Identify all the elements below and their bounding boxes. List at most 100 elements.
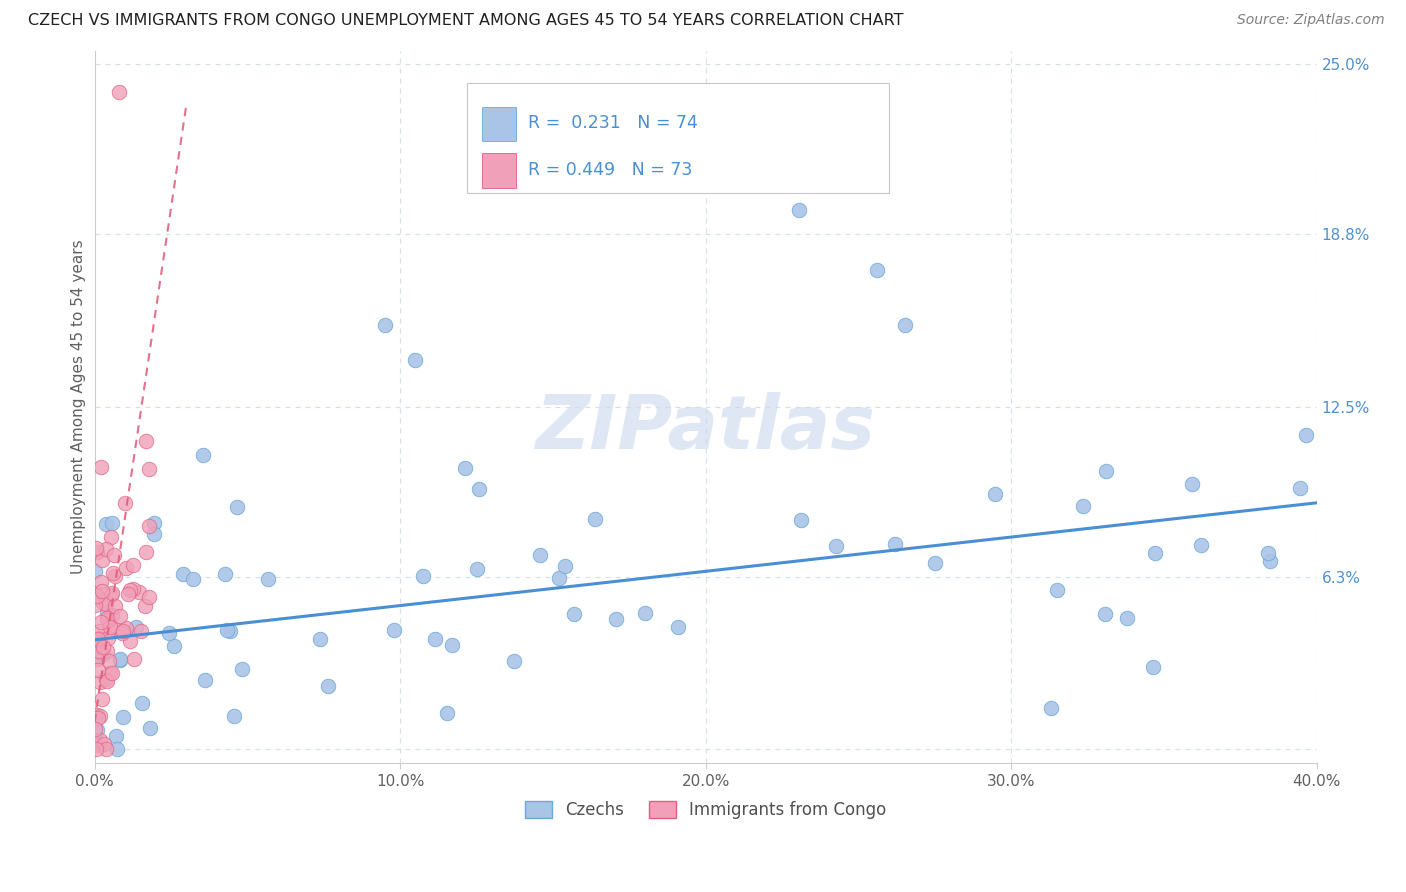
Point: [790, 513, 813, 527]
Point: [374, 318, 396, 332]
Point: [318, 679, 340, 693]
Text: R =  0.231   N = 74: R = 0.231 N = 74: [529, 114, 699, 132]
Point: [97, 613, 120, 627]
Point: [96, 674, 118, 689]
Point: [110, 609, 132, 624]
Point: [1181, 477, 1204, 491]
Point: [94, 541, 117, 556]
Point: [87, 644, 110, 658]
Point: [257, 572, 280, 586]
Point: [89, 631, 111, 645]
Point: [789, 202, 811, 217]
Point: [224, 709, 246, 723]
Point: [143, 516, 166, 530]
Point: [129, 624, 152, 638]
Point: [91, 596, 114, 610]
Point: [135, 545, 157, 559]
Point: [94, 742, 117, 756]
Point: [101, 586, 124, 600]
Point: [103, 548, 125, 562]
Point: [125, 620, 148, 634]
Point: [825, 539, 848, 553]
Point: [121, 582, 143, 597]
Point: [193, 448, 215, 462]
Point: [117, 587, 139, 601]
Text: CZECH VS IMMIGRANTS FROM CONGO UNEMPLOYMENT AMONG AGES 45 TO 54 YEARS CORRELATIO: CZECH VS IMMIGRANTS FROM CONGO UNEMPLOYM…: [28, 13, 904, 29]
Point: [924, 556, 946, 570]
Point: [1094, 607, 1116, 621]
Point: [883, 536, 905, 550]
Point: [91, 584, 114, 599]
Point: [100, 530, 122, 544]
Point: [86, 648, 108, 663]
Point: [90, 460, 112, 475]
Point: [172, 566, 194, 581]
Point: [94, 672, 117, 686]
Point: [1040, 701, 1063, 715]
Text: Source: ZipAtlas.com: Source: ZipAtlas.com: [1237, 13, 1385, 28]
Point: [547, 571, 569, 585]
Point: [226, 500, 249, 515]
Point: [87, 632, 110, 647]
Point: [866, 263, 889, 277]
Point: [97, 631, 120, 645]
Legend: Czechs, Immigrants from Congo: Czechs, Immigrants from Congo: [519, 795, 893, 826]
Point: [111, 624, 134, 639]
Point: [84, 742, 107, 756]
Point: [89, 709, 111, 723]
Point: [86, 737, 108, 751]
Point: [554, 559, 576, 574]
Point: [1189, 538, 1212, 552]
Point: [529, 548, 551, 562]
Point: [101, 665, 124, 680]
Point: [1142, 659, 1164, 673]
Point: [893, 318, 915, 332]
Point: [108, 653, 131, 667]
Point: [135, 434, 157, 449]
Point: [90, 575, 112, 590]
Point: [101, 516, 124, 530]
Point: [84, 598, 107, 612]
Point: [163, 640, 186, 654]
Point: [1257, 546, 1279, 560]
Point: [138, 462, 160, 476]
Point: [87, 663, 110, 677]
Point: [436, 706, 458, 720]
Point: [1260, 553, 1282, 567]
Point: [96, 643, 118, 657]
Point: [86, 545, 108, 559]
Point: [96, 606, 118, 620]
Point: [308, 632, 330, 646]
Text: R = 0.449   N = 73: R = 0.449 N = 73: [529, 161, 693, 178]
Point: [84, 564, 107, 578]
FancyBboxPatch shape: [467, 83, 889, 194]
Point: [115, 561, 138, 575]
Point: [138, 518, 160, 533]
Point: [100, 620, 122, 634]
Point: [1116, 611, 1139, 625]
Point: [108, 652, 131, 666]
Point: [467, 561, 489, 575]
Point: [382, 623, 405, 637]
Point: [666, 620, 689, 634]
Point: [100, 607, 122, 622]
Point: [86, 708, 108, 723]
Point: [104, 599, 127, 614]
Point: [96, 611, 118, 625]
Point: [87, 711, 110, 725]
Point: [231, 662, 253, 676]
Point: [120, 583, 142, 598]
Point: [219, 624, 242, 638]
Point: [86, 589, 108, 603]
Point: [108, 85, 131, 99]
Point: [89, 645, 111, 659]
Point: [441, 638, 464, 652]
Point: [84, 723, 107, 737]
FancyBboxPatch shape: [482, 107, 516, 141]
Point: [214, 566, 236, 581]
Point: [86, 723, 108, 737]
Point: [93, 640, 115, 654]
Point: [87, 624, 110, 638]
Text: ZIPatlas: ZIPatlas: [536, 392, 876, 465]
Point: [87, 632, 110, 646]
